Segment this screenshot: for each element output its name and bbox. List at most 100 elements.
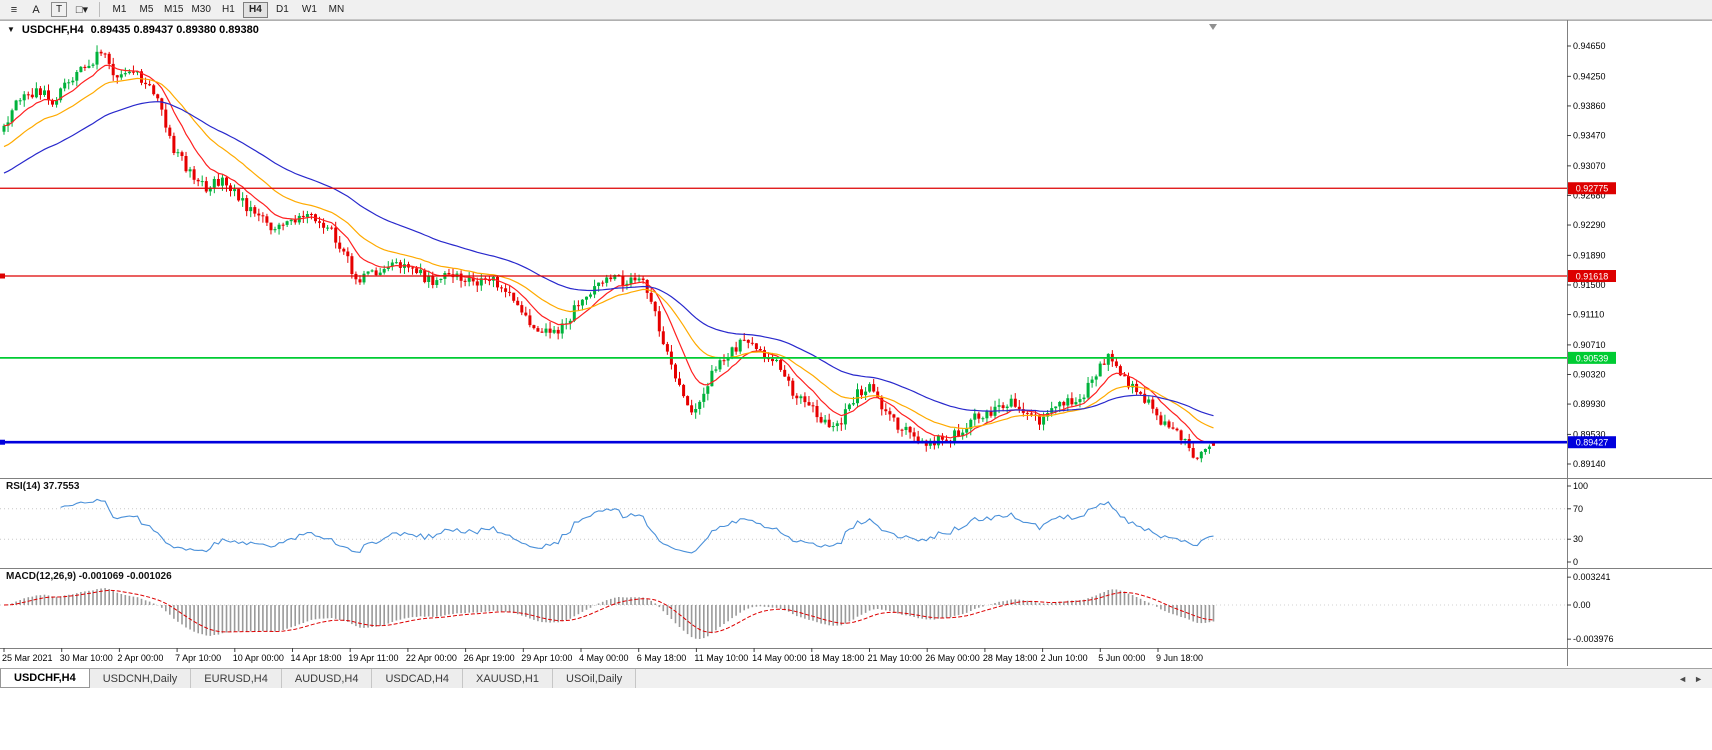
price-label-badge	[1568, 436, 1616, 449]
price-tick-label: 0.91500	[1573, 280, 1606, 290]
time-label: 29 Apr 10:00	[521, 653, 572, 663]
chart-tab-usdcnh[interactable]: USDCNH,Daily	[89, 669, 192, 688]
shift-marker-icon	[1209, 24, 1217, 30]
rsi-scale-label: 70	[1573, 504, 1583, 514]
time-label: 9 Jun 18:00	[1156, 653, 1203, 663]
chart-canvas[interactable]: 0.94650 0.94250 0.93860 0.93470 0.93070 0.926…	[0, 20, 1712, 666]
timeframe-button-h1[interactable]: H1	[222, 4, 235, 15]
price-label-0.91618: 0.91618	[1576, 272, 1609, 282]
text-label-tool-icon[interactable]: A	[32, 3, 40, 16]
chart-title: ▼ USDCHF,H4 0.89435 0.89437 0.89380 0.89…	[7, 24, 259, 36]
bottom-empty-area	[0, 688, 1712, 750]
time-label: 10 Apr 00:00	[233, 653, 284, 663]
time-label: 21 May 10:00	[868, 653, 923, 663]
time-label: 30 Mar 10:00	[60, 653, 113, 663]
time-label: 2 Apr 00:00	[117, 653, 163, 663]
chart-symbol: USDCHF,H4	[21, 24, 84, 36]
chart-tab-usdcad[interactable]: USDCAD,H4	[372, 669, 464, 688]
time-label: 11 May 10:00	[694, 653, 748, 663]
tabs-scroll-left-icon[interactable]: ◄	[1678, 673, 1688, 684]
drawing-tools: ≡ A T □▾	[3, 1, 93, 18]
price-tick-label: 0.92680	[1573, 190, 1606, 200]
line-handle[interactable]	[0, 439, 5, 445]
timeframe-button-m1[interactable]: M1	[112, 4, 127, 15]
ma-fast-line	[3, 64, 1214, 444]
time-label: 2 Jun 10:00	[1041, 653, 1088, 663]
price-tick-label: 0.93470	[1573, 131, 1606, 141]
timeframe-button-m30[interactable]: M30	[191, 4, 211, 15]
chart-tabs: USDCHF,H4 USDCNH,Daily EURUSD,H4 AUDUSD,H4 U…	[0, 669, 637, 688]
price-tick-label: 0.89530	[1573, 429, 1606, 439]
line-handle[interactable]	[0, 273, 5, 279]
chart-tab-usdchf[interactable]: USDCHF,H4	[0, 669, 90, 688]
time-label: 26 Apr 19:00	[464, 653, 515, 663]
timeframe-button-d1[interactable]: D1	[276, 4, 289, 15]
time-label: 26 May 00:00	[925, 653, 980, 663]
price-tick-label: 0.90710	[1573, 340, 1606, 350]
macd-scale-label: 0.003241	[1573, 572, 1611, 582]
rsi-scale-label: 0	[1573, 557, 1578, 567]
price-tick-label: 0.93070	[1573, 161, 1606, 171]
chart-tab-xauusd[interactable]: XAUUSD,H1	[463, 669, 553, 688]
time-label: 4 May 00:00	[579, 653, 629, 663]
top-toolbar: ≡ A T □▾ M1 M5 M15 M30 H1 H4 D1 W1 MN	[0, 0, 1712, 20]
price-label-0.92775: 0.92775	[1576, 184, 1609, 194]
price-tick-label: 0.92290	[1573, 220, 1606, 230]
time-label: 19 Apr 11:00	[348, 653, 398, 663]
symbol-dropdown-icon[interactable]: ▼	[7, 25, 15, 34]
price-axis[interactable]: 0.94650 0.94250 0.93860 0.93470 0.93070 0.926…	[1567, 41, 1614, 644]
timeframe-button-w1[interactable]: W1	[301, 4, 317, 15]
price-label-badge	[1568, 270, 1616, 283]
chart-tab-eurusd[interactable]: EURUSD,H4	[191, 669, 282, 688]
timeframe-button-mn[interactable]: MN	[328, 4, 345, 15]
price-label-badge	[1568, 182, 1616, 195]
price-tick-label: 0.94650	[1573, 41, 1606, 51]
tabs-scroll-right-icon[interactable]: ►	[1694, 673, 1703, 684]
timeframe-button-m5[interactable]: M5	[139, 4, 154, 15]
time-label: 7 Apr 10:00	[175, 653, 221, 663]
ma-slow-line	[3, 101, 1214, 417]
text-tool-icon[interactable]: T	[51, 2, 67, 17]
time-label: 5 Jun 00:00	[1098, 653, 1145, 663]
draw-lines-tool-icon[interactable]: ≡	[10, 3, 18, 16]
toolbar-separator	[99, 2, 100, 17]
chart-tab-bar: USDCHF,H4 USDCNH,Daily EURUSD,H4 AUDUSD,H4 U…	[0, 668, 1712, 688]
price-tick-label: 0.94250	[1573, 71, 1606, 81]
time-label: 18 May 18:00	[810, 653, 865, 663]
rsi-scale-label: 30	[1573, 534, 1583, 544]
macd-histogram	[7, 588, 1215, 639]
rsi-scale-label: 100	[1573, 481, 1588, 491]
price-label-badge	[1568, 351, 1616, 364]
macd-scale-label: -0.003976	[1573, 634, 1614, 644]
time-label: 22 Apr 00:00	[406, 653, 457, 663]
price-tick-label: 0.90320	[1573, 369, 1606, 379]
macd-signal-line	[3, 589, 1214, 633]
macd-label: MACD(12,26,9) -0.001069 -0.001026	[6, 571, 172, 582]
timeframe-button-m15[interactable]: M15	[164, 4, 184, 15]
rsi-line	[60, 498, 1214, 554]
timeframe-group: M1 M5 M15 M30 H1 H4 D1 W1 MN	[106, 1, 350, 18]
chart-ohlc-values: 0.89435 0.89437 0.89380 0.89380	[90, 24, 259, 36]
shapes-tool-icon[interactable]: □▾	[75, 4, 89, 16]
chart-tab-audusd[interactable]: AUDUSD,H4	[281, 669, 373, 688]
tab-scroll-controls: ◄ ►	[1669, 669, 1712, 688]
chart-tab-usoil[interactable]: USOil,Daily	[553, 669, 637, 688]
price-tick-label: 0.93860	[1573, 101, 1606, 111]
time-label: 25 Mar 2021	[2, 653, 53, 663]
chart-window: 0.94650 0.94250 0.93860 0.93470 0.93070 0.926…	[0, 20, 1712, 668]
time-label: 14 Apr 18:00	[291, 653, 342, 663]
time-label: 28 May 18:00	[983, 653, 1038, 663]
price-label-0.89427: 0.89427	[1576, 438, 1609, 448]
macd-scale-label: 0.00	[1573, 600, 1591, 610]
time-label: 14 May 00:00	[752, 653, 807, 663]
price-tick-label: 0.89140	[1573, 459, 1606, 469]
time-axis[interactable]: 25 Mar 2021 30 Mar 10:00 2 Apr 00:00 7 Apr …	[2, 648, 1203, 663]
rsi-label: RSI(14) 37.7553	[6, 481, 80, 492]
price-tick-label: 0.91890	[1573, 250, 1606, 260]
time-label: 6 May 18:00	[637, 653, 687, 663]
timeframe-button-h4[interactable]: H4	[242, 1, 268, 18]
price-tick-label: 0.91110	[1573, 310, 1604, 320]
price-tick-label: 0.89930	[1573, 399, 1606, 409]
price-label-0.90539: 0.90539	[1576, 353, 1609, 363]
